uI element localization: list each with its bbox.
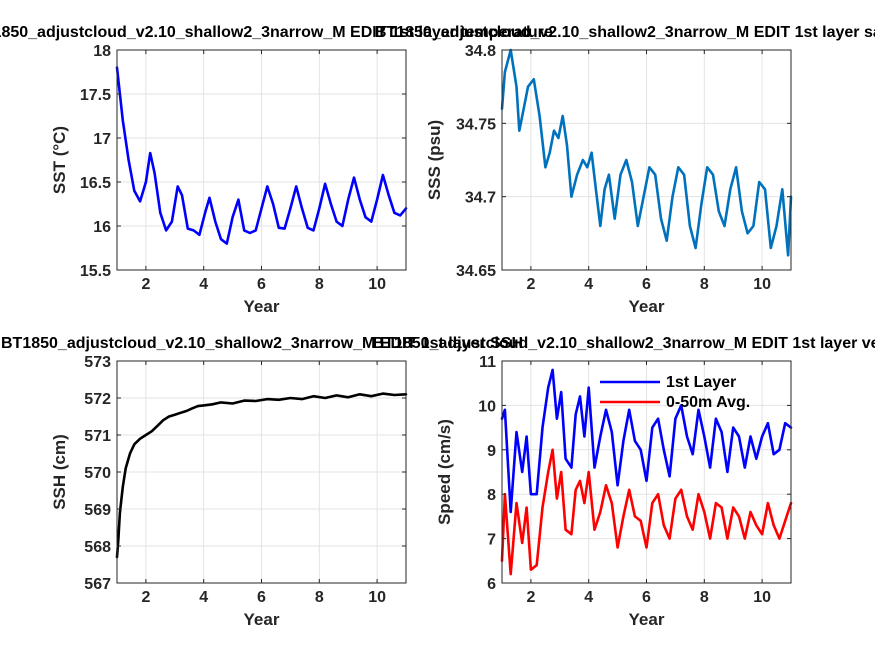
subplot-2: 2 4 6 8 10 34.65 34.7 34.75 34.8 Year SSS (psu) BT1… (375, 24, 875, 316)
x-tick-label: 6 (642, 589, 651, 606)
x-tick-label: 8 (315, 276, 324, 293)
subplot-1: 2 4 6 8 10 15.5 16 16.5 17 17.5 18 Year SST (°C) BT18… (0, 24, 553, 316)
x-tick-label: 8 (315, 589, 324, 606)
y-axis-label: SSS (psu) (425, 120, 444, 200)
x-tick-label: 2 (526, 589, 535, 606)
x-axis-label: Year (629, 297, 665, 316)
y-tick-label: 9 (487, 443, 496, 460)
y-tick-label: 16 (93, 219, 111, 236)
subplot-3: 2 4 6 8 10 567 568 569 570 571 572 573 Year SSH (cm) B… (1, 335, 523, 629)
y-tick-label: 567 (84, 576, 111, 593)
x-tick-label: 6 (257, 276, 266, 293)
series-line-1 (115, 66, 408, 245)
x-tick-label: 2 (526, 276, 535, 293)
subplot-4: 2 4 6 8 10 6 7 8 9 10 11 Year Speed (cm/s) BT1850_adj… (373, 335, 875, 629)
series-line-2 (500, 448, 793, 576)
y-tick-label: 569 (84, 502, 111, 519)
x-tick-label: 4 (584, 589, 593, 606)
x-tick-label: 2 (141, 589, 150, 606)
y-tick-label: 573 (84, 354, 111, 371)
x-tick-label: 10 (368, 589, 386, 606)
y-tick-label: 10 (478, 398, 496, 415)
series-line-1 (500, 368, 793, 514)
chart-title: BT1850_adjustcloud_v2.10_shallow2_3narro… (0, 24, 553, 41)
x-axis-label: Year (244, 610, 280, 629)
y-axis-label: SST (°C) (50, 126, 69, 194)
chart-title: BT1850_adjustcloud_v2.10_shallow2_3narro… (373, 335, 875, 352)
y-tick-label: 568 (84, 539, 111, 556)
x-tick-label: 6 (257, 589, 266, 606)
x-axis-label: Year (244, 297, 280, 316)
y-tick-label: 34.7 (465, 190, 496, 207)
x-tick-label: 2 (141, 276, 150, 293)
y-axis-label: SSH (cm) (50, 434, 69, 510)
x-tick-label: 6 (642, 276, 651, 293)
legend: 1st Layer 0-50m Avg. (600, 374, 750, 411)
legend-label-2: 0-50m Avg. (666, 394, 750, 411)
y-tick-label: 34.8 (465, 43, 496, 60)
y-tick-label: 17.5 (80, 87, 111, 104)
y-tick-label: 7 (487, 532, 496, 549)
y-tick-label: 17 (93, 131, 111, 148)
y-tick-label: 16.5 (80, 175, 111, 192)
x-tick-label: 4 (584, 276, 593, 293)
x-tick-label: 8 (700, 589, 709, 606)
x-tick-label: 10 (753, 589, 771, 606)
x-tick-label: 10 (368, 276, 386, 293)
x-tick-label: 8 (700, 276, 709, 293)
y-tick-label: 11 (479, 354, 496, 371)
x-tick-label: 4 (199, 276, 208, 293)
chart-title: BT1850_adjustcloud_v2.10_shallow2_3narro… (375, 24, 875, 41)
y-tick-label: 571 (84, 428, 111, 445)
y-tick-label: 15.5 (80, 263, 111, 280)
legend-label-1: 1st Layer (666, 374, 736, 391)
y-tick-label: 6 (487, 576, 496, 593)
y-tick-label: 34.75 (456, 116, 496, 133)
y-tick-label: 570 (84, 465, 111, 482)
series-line-1 (500, 48, 793, 257)
y-tick-label: 34.65 (456, 263, 496, 280)
y-tick-label: 18 (93, 43, 111, 60)
series-line-1 (115, 392, 408, 559)
x-tick-label: 4 (199, 589, 208, 606)
x-axis-label: Year (629, 610, 665, 629)
y-tick-label: 572 (84, 391, 111, 408)
y-axis-label: Speed (cm/s) (435, 419, 454, 525)
x-tick-label: 10 (753, 276, 771, 293)
y-tick-label: 8 (487, 487, 496, 504)
chart-title: BT1850_adjustcloud_v2.10_shallow2_3narro… (1, 335, 523, 352)
